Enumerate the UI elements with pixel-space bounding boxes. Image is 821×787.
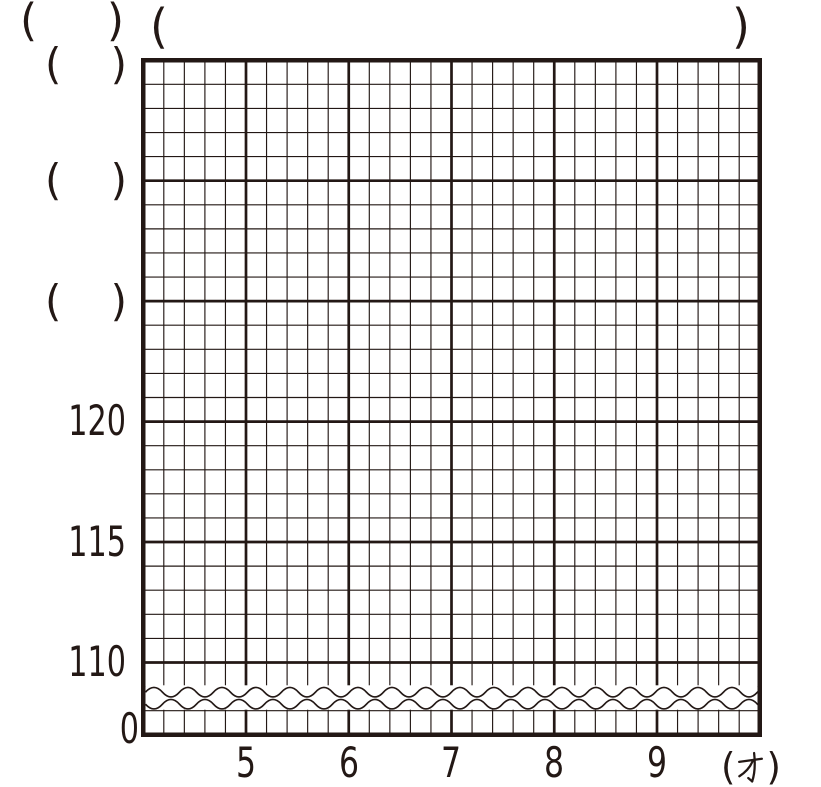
open-paren: ( — [150, 0, 168, 54]
open-paren: ( — [45, 275, 62, 326]
y-axis-unit-blank[interactable]: ( ) — [20, 0, 124, 44]
y-tick-label-110: 110 — [68, 637, 126, 686]
close-paren: ) — [732, 0, 750, 54]
sai-kanji-icon — [738, 751, 764, 783]
x-tick-label-6: 6 — [338, 738, 360, 787]
chart-title-blank[interactable]: ( ) — [150, 1, 750, 51]
y-tick-label-115: 115 — [68, 517, 126, 566]
open-paren: ( — [45, 154, 62, 205]
y-tick-blank-1[interactable]: ( ) — [45, 41, 127, 87]
close-paren: ) — [110, 38, 127, 89]
plot-area-grid[interactable] — [141, 58, 762, 737]
y-origin-label: 0 — [119, 704, 139, 753]
y-tick-label-120: 120 — [68, 396, 126, 445]
x-tick-label-9: 9 — [646, 738, 668, 787]
y-tick-blank-2[interactable]: ( ) — [45, 157, 127, 203]
x-tick-label-8: 8 — [543, 738, 565, 787]
close-paren: ) — [110, 154, 127, 205]
y-tick-blank-3[interactable]: ( ) — [45, 278, 127, 324]
close-paren: ) — [766, 744, 781, 787]
x-tick-label-7: 7 — [440, 738, 462, 787]
open-paren: ( — [45, 38, 62, 89]
close-paren: ) — [106, 0, 124, 47]
x-axis-unit-label: ( ) — [721, 743, 781, 787]
open-paren: ( — [721, 744, 736, 787]
close-paren: ) — [110, 275, 127, 326]
x-tick-label-5: 5 — [235, 738, 257, 787]
open-paren: ( — [20, 0, 38, 47]
